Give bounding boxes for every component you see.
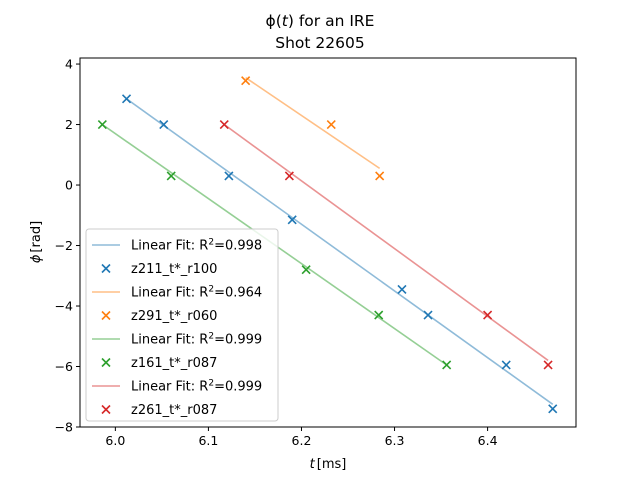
y-tick-label: 2: [65, 117, 73, 132]
data-point-z211_t*_r100: [121, 94, 132, 104]
data-point-z211_t*_r100: [548, 404, 558, 414]
data-point-z291_t*_r060: [326, 119, 336, 130]
marker-stroke: [224, 171, 234, 181]
marker-stroke: [483, 310, 493, 320]
data-point-z211_t*_r100: [287, 215, 297, 225]
marker-stroke: [101, 357, 111, 368]
y-tick-label: 4: [65, 57, 73, 72]
data-point-z161_t*_r087: [442, 360, 452, 370]
data-point-z291_t*_r060: [375, 171, 385, 181]
legend-fit-label: Linear Fit: R2=0.964: [131, 285, 262, 301]
fit-line-z211_t*_r100: [126, 98, 554, 405]
y-tick-label: 0: [65, 178, 73, 193]
marker-stroke: [166, 171, 176, 181]
legend-fit-label: Linear Fit: R2=0.999: [131, 379, 262, 395]
legend-series-label: z261_t*_r087: [131, 403, 217, 418]
fit-line-z261_t*_r087: [223, 123, 549, 362]
legend-box: [85, 228, 279, 422]
legend-marker-swatch: [101, 310, 111, 321]
x-tick-label: 6.4: [478, 433, 498, 448]
marker-stroke: [423, 310, 433, 320]
plot-area-frame: [79, 57, 577, 428]
marker-stroke: [442, 360, 452, 370]
y-axis-ticks: −8 −6 −4 −2 0 2 4: [55, 57, 80, 435]
legend-marker-swatch: [101, 263, 111, 274]
x-tick-label: 6.0: [105, 433, 125, 448]
marker-stroke: [101, 404, 111, 415]
marker-stroke: [287, 215, 297, 225]
data-point-z261_t*_r087: [543, 360, 553, 370]
legend-series-label: z161_t*_r087: [131, 356, 217, 371]
y-tick-label: −6: [55, 359, 73, 374]
marker-stroke: [301, 265, 311, 275]
y-tick-label: −4: [55, 299, 73, 314]
marker-stroke: [97, 119, 107, 130]
marker-stroke: [548, 404, 558, 414]
legend-fit-label: Linear Fit: R2=0.998: [131, 238, 262, 254]
legend-fit-label: Linear Fit: R2=0.999: [131, 332, 262, 348]
data-point-z161_t*_r087: [301, 265, 311, 275]
legend-marker-swatch: [101, 357, 111, 368]
data-point-z211_t*_r100: [397, 284, 407, 294]
y-axis-label: ϕ[rad]: [29, 221, 44, 263]
marker-stroke: [501, 360, 511, 370]
data-point-z261_t*_r087: [284, 171, 294, 181]
data-point-z161_t*_r087: [374, 310, 384, 320]
data-point-z211_t*_r100: [501, 360, 511, 370]
marker-stroke: [397, 284, 407, 294]
chart-title-line1: ϕ(t) for an IRE: [266, 12, 375, 30]
x-axis-label: t [ms]: [310, 457, 347, 472]
marker-stroke: [101, 310, 111, 321]
x-tick-label: 6.2: [292, 433, 312, 448]
x-tick-label: 6.1: [198, 433, 218, 448]
marker-stroke: [159, 119, 169, 130]
data-point-z211_t*_r100: [159, 119, 169, 130]
data-point-z261_t*_r087: [483, 310, 493, 320]
marker-stroke: [219, 119, 229, 130]
marker-stroke: [326, 119, 336, 130]
marker-stroke: [121, 94, 132, 104]
legend: Linear Fit: R2=0.998 z211_t*_r100 Linear F…: [85, 228, 279, 422]
fit-line-z291_t*_r060: [245, 76, 381, 170]
marker-stroke: [375, 171, 385, 181]
data-point-z211_t*_r100: [423, 310, 433, 320]
data-point-z161_t*_r087: [166, 171, 176, 181]
y-tick-label: −8: [55, 420, 73, 435]
x-tick-label: 6.3: [385, 433, 405, 448]
y-tick-label: −2: [55, 238, 73, 253]
marker-stroke: [241, 76, 251, 86]
chart-title-line2: Shot 22605: [275, 34, 364, 52]
marker-stroke: [374, 310, 384, 320]
legend-series-label: z211_t*_r100: [131, 262, 217, 277]
marker-stroke: [284, 171, 294, 181]
marker-stroke: [101, 263, 111, 274]
legend-series-label: z291_t*_r060: [131, 309, 217, 324]
data-point-z161_t*_r087: [97, 119, 107, 130]
data-point-z261_t*_r087: [219, 119, 229, 130]
data-point-z211_t*_r100: [224, 171, 234, 181]
data-point-z291_t*_r060: [241, 76, 251, 86]
x-axis-ticks: 6.0 6.1 6.2 6.3 6.4: [105, 427, 498, 448]
marker-stroke: [543, 360, 553, 370]
data-markers: [97, 76, 558, 414]
legend-marker-swatch: [101, 404, 111, 415]
